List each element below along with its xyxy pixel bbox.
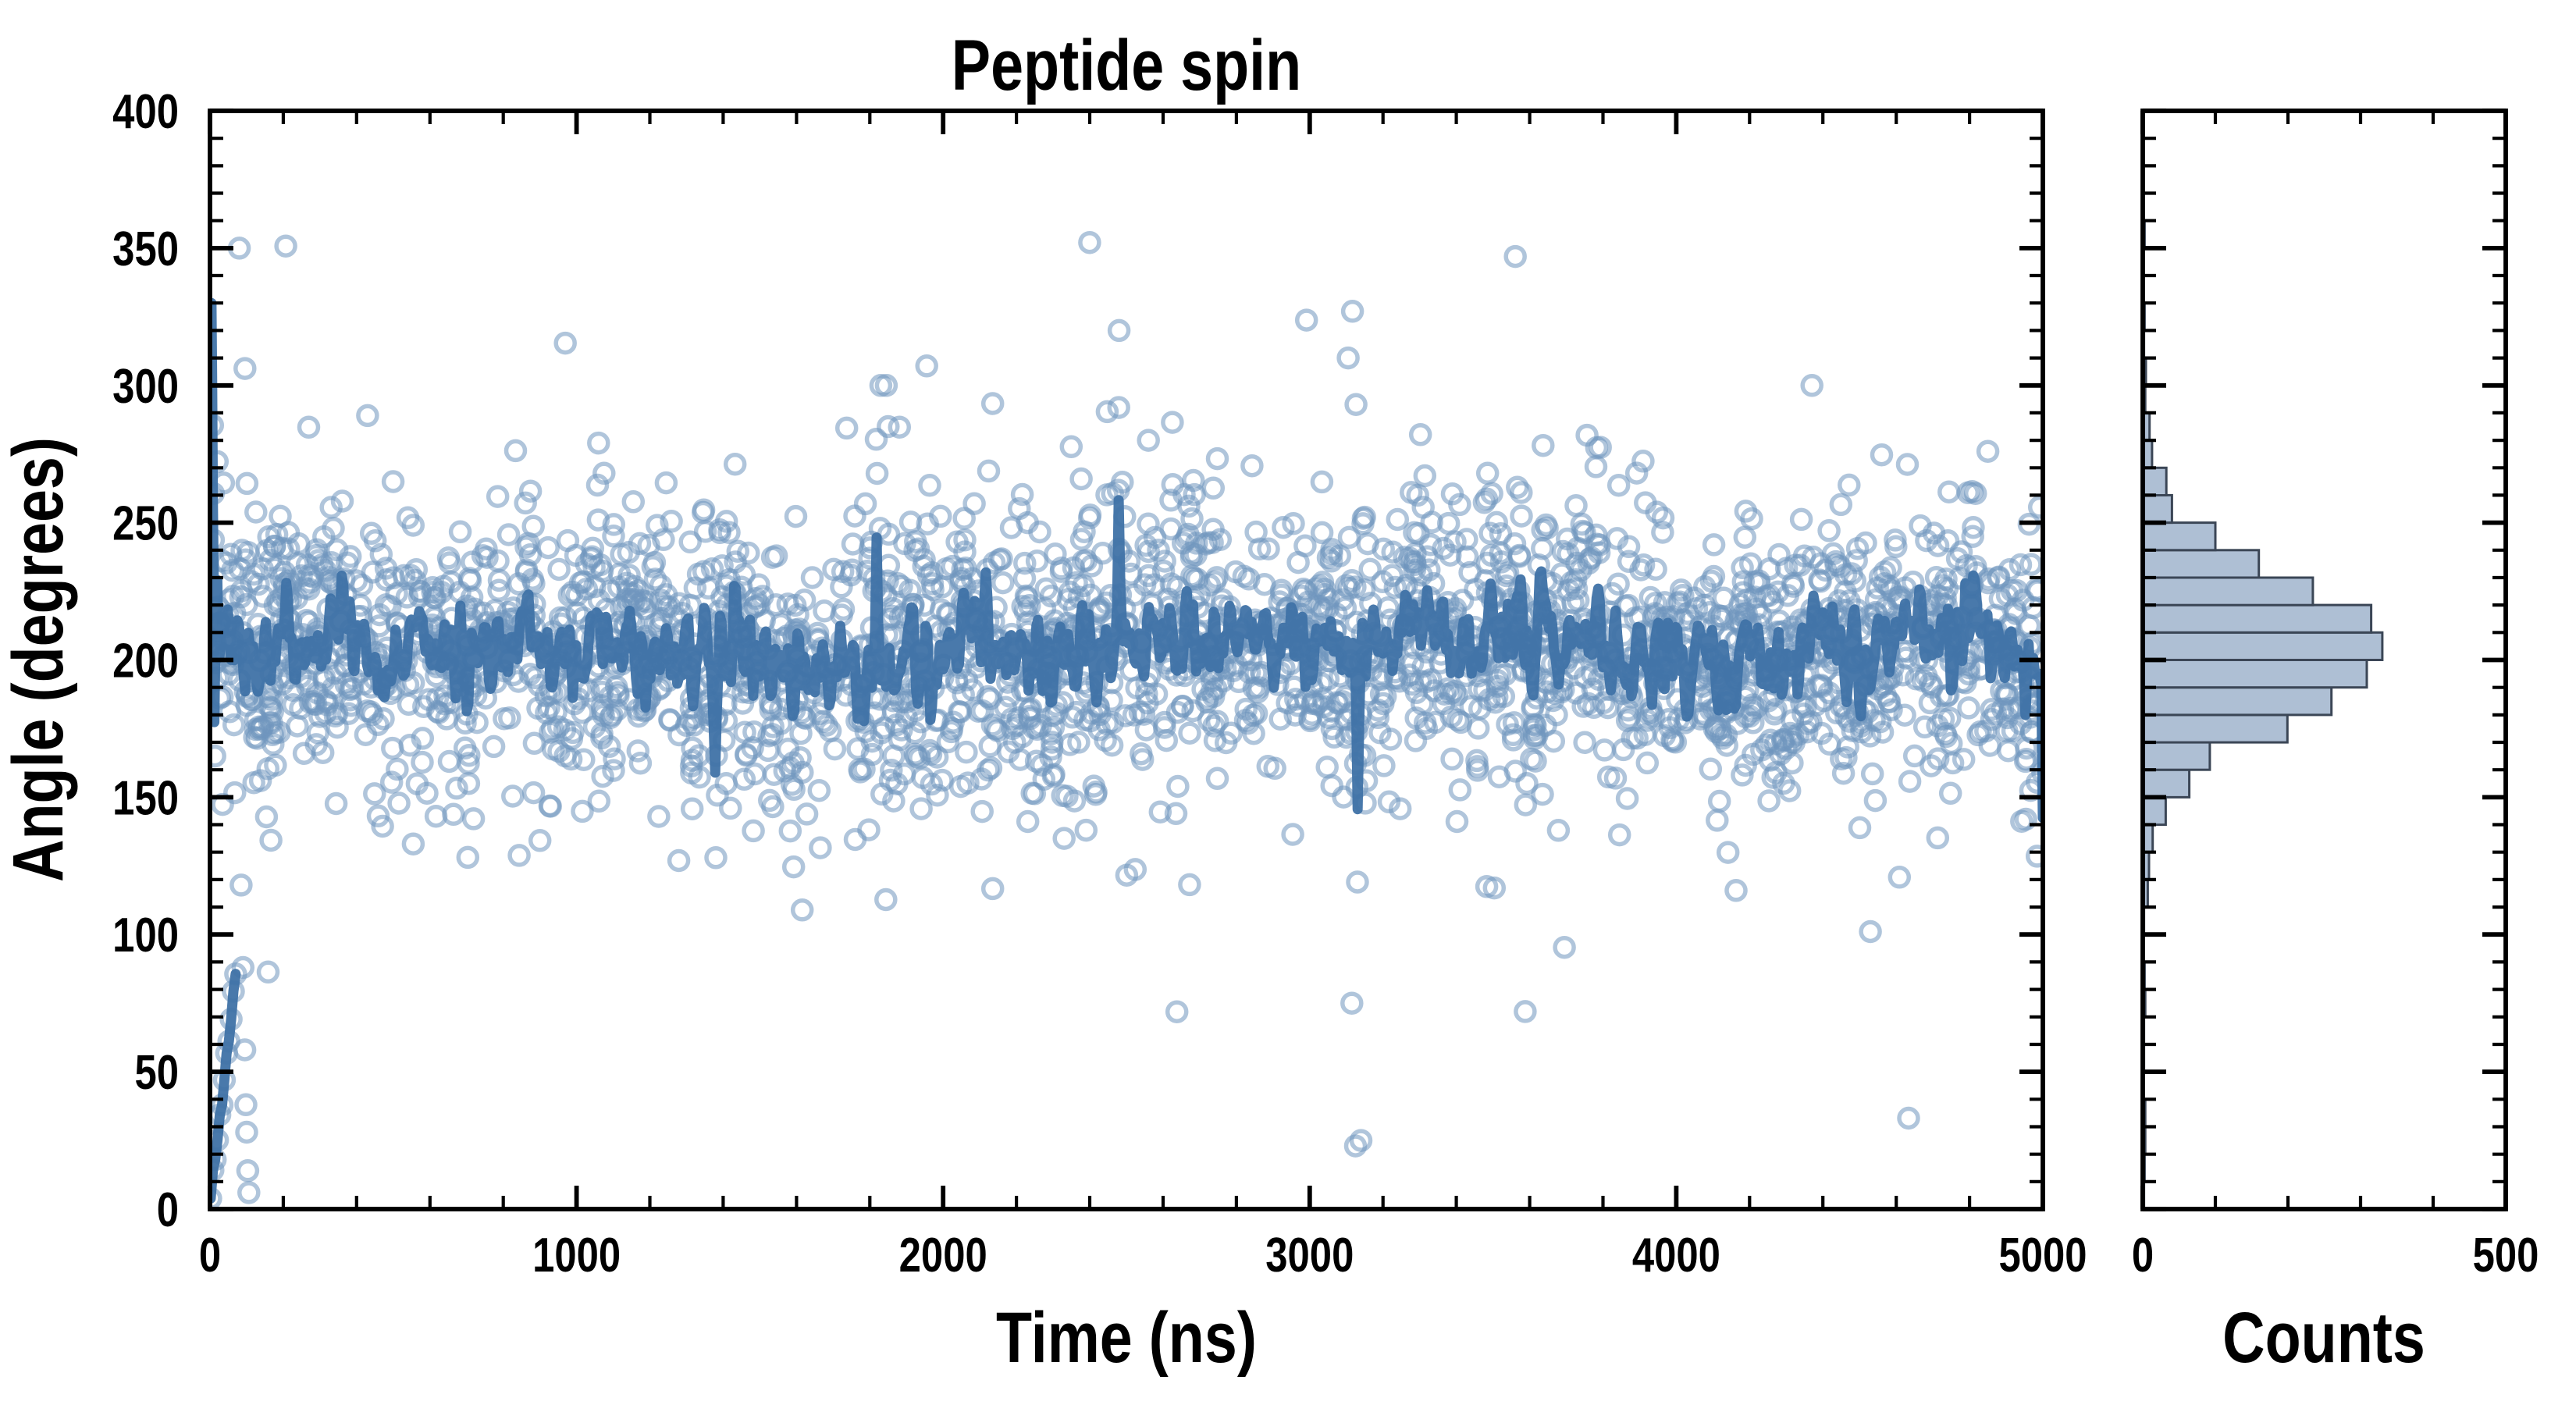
svg-text:200: 200 <box>112 635 179 688</box>
svg-text:Time (ns): Time (ns) <box>996 1297 1257 1378</box>
svg-text:0: 0 <box>157 1183 179 1237</box>
svg-text:3000: 3000 <box>1265 1229 1354 1282</box>
svg-text:1000: 1000 <box>532 1229 621 1282</box>
svg-text:0: 0 <box>199 1229 221 1282</box>
svg-text:5000: 5000 <box>1998 1229 2087 1282</box>
svg-text:Counts: Counts <box>2222 1297 2425 1378</box>
svg-text:0: 0 <box>2132 1229 2154 1282</box>
svg-text:2000: 2000 <box>899 1229 987 1282</box>
svg-text:300: 300 <box>112 360 179 414</box>
svg-text:400: 400 <box>112 85 179 139</box>
svg-text:500: 500 <box>2473 1229 2539 1282</box>
svg-text:50: 50 <box>134 1046 179 1100</box>
svg-text:Angle (degrees): Angle (degrees) <box>0 437 78 882</box>
svg-text:Peptide spin: Peptide spin <box>952 25 1301 105</box>
svg-text:350: 350 <box>112 222 179 276</box>
svg-text:4000: 4000 <box>1632 1229 1720 1282</box>
svg-text:250: 250 <box>112 497 179 551</box>
svg-text:150: 150 <box>112 772 179 826</box>
svg-text:100: 100 <box>112 909 179 963</box>
